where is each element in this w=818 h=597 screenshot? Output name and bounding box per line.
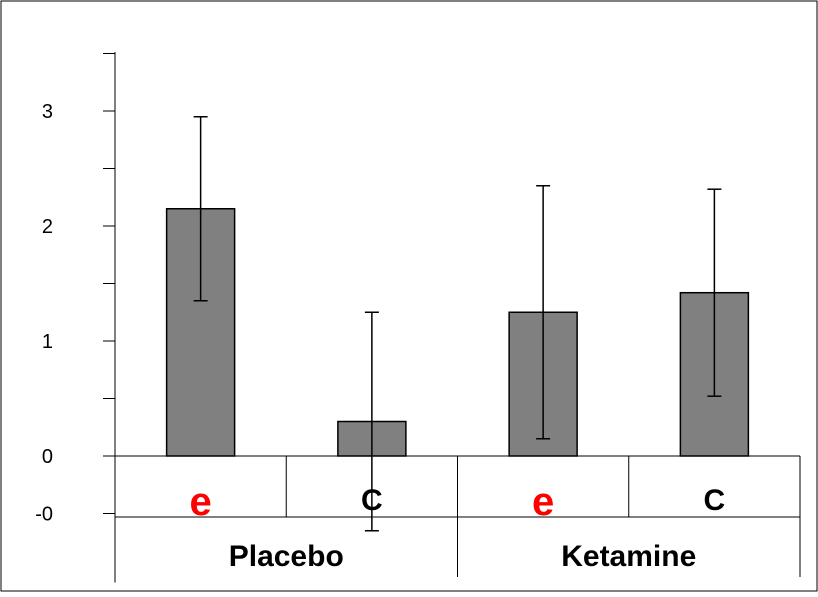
- category-label: e: [532, 480, 554, 524]
- y-tick-label: 2: [42, 216, 53, 238]
- y-tick-label: 3: [42, 101, 53, 123]
- group-label: Placebo: [229, 540, 344, 573]
- category-label: C: [361, 484, 383, 517]
- group-label: Ketamine: [561, 540, 696, 573]
- y-tick-label: 0: [42, 446, 53, 468]
- y-tick-label: 1: [42, 331, 53, 353]
- category-label: e: [190, 480, 212, 524]
- category-label: C: [704, 484, 726, 517]
- bar-layer: [165, 116, 750, 532]
- y-tick-label: -0: [35, 504, 53, 526]
